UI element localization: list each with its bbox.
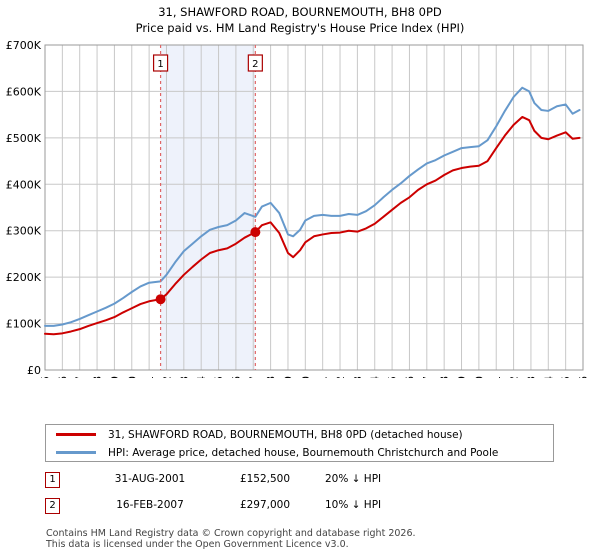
y-axis-tick-label: £200K — [6, 271, 42, 284]
price-history-line-chart: £0 £100K £200K £300K £400K £500K £600K £700K 199… — [6, 39, 590, 378]
table-row: 2 16-FEB-2007 £297,000 10% ↓ HPI — [45, 496, 565, 522]
legend-swatch-price-paid — [56, 433, 96, 436]
legend-item-price-paid: 31, SHAWFORD ROAD, BOURNEMOUTH, BH8 0PD … — [46, 425, 553, 444]
transaction-badge-1: 1 — [45, 472, 60, 488]
x-axis-tick-label: 2017 — [421, 376, 434, 378]
footer-line-2: This data is licensed under the Open Gov… — [46, 539, 349, 550]
ownership-period-highlight — [160, 45, 256, 370]
x-axis-tick-label: 2020 — [473, 376, 486, 378]
x-axis-tick-label: 2000 — [126, 376, 139, 378]
x-axis-tick-label: 2018 — [438, 376, 451, 378]
x-axis-tick-label: 2006 — [230, 376, 243, 378]
x-axis-tick-label: 2015 — [386, 376, 399, 378]
transaction-badge-chart-label-1: 1 — [157, 59, 163, 70]
chart-plot-area: £0 £100K £200K £300K £400K £500K £600K £700K 199… — [0, 38, 600, 378]
y-axis-tick-label: £500K — [6, 132, 42, 145]
transaction-price-2: £297,000 — [239, 499, 291, 511]
x-axis-tick-label: 2019 — [456, 376, 469, 378]
x-axis-tick-label: 2014 — [369, 376, 382, 378]
x-axis-tick-label: 1995 — [39, 376, 52, 378]
table-row: 1 31-AUG-2001 £152,500 20% ↓ HPI — [45, 470, 565, 496]
series-line-price-paid — [44, 115, 581, 336]
transaction-badge-chart-2 — [247, 54, 263, 72]
legend-label-hpi: HPI: Average price, detached house, Bour… — [108, 446, 499, 459]
legend-label-price-paid: 31, SHAWFORD ROAD, BOURNEMOUTH, BH8 0PD … — [108, 428, 463, 441]
chart-legend: 31, SHAWFORD ROAD, BOURNEMOUTH, BH8 0PD … — [45, 424, 554, 462]
chart-title: 31, SHAWFORD ROAD, BOURNEMOUTH, BH8 0PD … — [0, 4, 600, 36]
series-line-hpi — [44, 86, 581, 327]
transaction-date-2: 16-FEB-2007 — [116, 499, 184, 511]
x-axis-tick-label: 2002 — [160, 376, 173, 378]
x-axis-tick-label: 1999 — [108, 376, 121, 378]
x-axis-tick-label: 2011 — [317, 376, 330, 378]
x-axis-tick-label: 2026 — [577, 376, 590, 378]
title-line-2: Price paid vs. HM Land Registry's House … — [135, 21, 465, 35]
x-axis-tick-label: 2012 — [334, 376, 347, 378]
y-axis-tick-label: £300K — [6, 225, 42, 238]
sale-point-marker-1 — [155, 294, 166, 305]
x-axis-tick-label: 2008 — [265, 376, 278, 378]
x-axis-tick-label: 2021 — [490, 376, 503, 378]
x-axis-tick-label: 2009 — [282, 376, 295, 378]
transaction-badge-chart-1 — [152, 54, 169, 72]
legend-swatch-hpi — [56, 451, 96, 454]
y-axis-tick-label: £400K — [6, 178, 42, 191]
legend-item-hpi: HPI: Average price, detached house, Bour… — [46, 443, 553, 462]
transaction-table: 1 31-AUG-2001 £152,500 20% ↓ HPI 2 16-FE… — [45, 470, 565, 522]
y-axis-tick-label: £0 — [27, 364, 41, 377]
x-axis-tick-label: 2016 — [403, 376, 416, 378]
sale-point-marker-2 — [250, 227, 261, 238]
x-axis-tick-label: 1997 — [74, 376, 87, 378]
transaction-badge-chart-label-2: 2 — [252, 59, 258, 70]
transaction-price-1: £152,500 — [239, 473, 291, 485]
x-axis-tick-label: 2007 — [247, 376, 260, 378]
x-axis-tick-label: 2004 — [195, 376, 208, 378]
transaction-badge-2: 2 — [45, 498, 60, 514]
y-axis-tick-label: £100K — [6, 318, 42, 331]
y-axis-tick-label: £600K — [6, 85, 42, 98]
transaction-date-1: 31-AUG-2001 — [114, 473, 186, 485]
x-axis-tick-label: 2003 — [178, 376, 191, 378]
x-axis-tick-label: 2024 — [542, 376, 555, 378]
y-axis-tick-label: £700K — [6, 39, 42, 52]
x-axis-tick-label: 1998 — [91, 376, 104, 378]
x-axis-tick-label: 2023 — [525, 376, 538, 378]
transaction-hpi-delta-2: 10% ↓ HPI — [325, 499, 382, 511]
x-axis-tick-label: 2010 — [299, 376, 312, 378]
x-axis-tick-label: 2005 — [213, 376, 226, 378]
footer-line-1: Contains HM Land Registry data © Crown c… — [46, 528, 416, 539]
x-axis-tick-label: 1996 — [56, 376, 69, 378]
title-line-1: 31, SHAWFORD ROAD, BOURNEMOUTH, BH8 0PD — [158, 5, 442, 19]
copyright-footer: Contains HM Land Registry data © Crown c… — [46, 528, 586, 550]
transaction-hpi-delta-1: 20% ↓ HPI — [325, 473, 382, 485]
x-axis-tick-label: 2025 — [560, 376, 573, 378]
x-axis-tick-label: 2022 — [508, 376, 521, 378]
plot-frame — [44, 44, 584, 371]
x-axis-tick-label: 2013 — [351, 376, 364, 378]
x-axis-tick-label: 2001 — [143, 376, 156, 378]
